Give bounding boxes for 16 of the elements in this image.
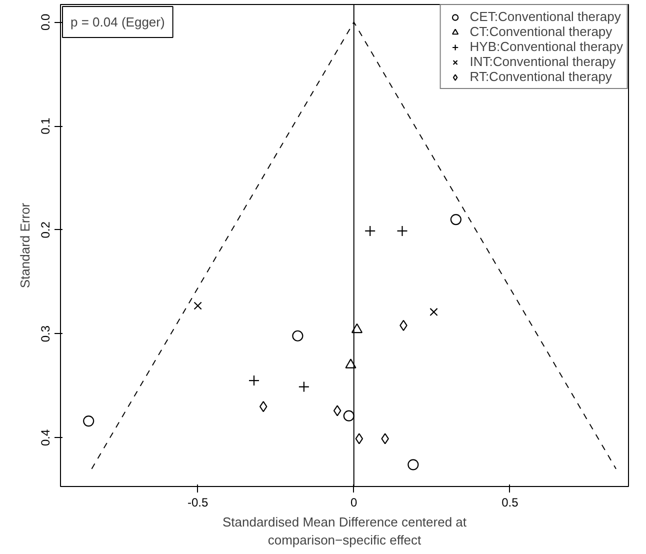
y-tick-label: 0.4 bbox=[38, 429, 52, 446]
annotation: p = 0.04 (Egger) bbox=[70, 14, 165, 30]
y-tick-label: 0.3 bbox=[38, 325, 52, 342]
y-tick-label: 0.2 bbox=[38, 221, 52, 238]
legend-label: HYB:Conventional therapy bbox=[470, 39, 623, 54]
x-tick-label: -0.5 bbox=[187, 496, 208, 510]
y-tick-label: 0.0 bbox=[38, 13, 52, 30]
y-axis-title: Standard Error bbox=[18, 202, 32, 288]
legend-label: CT:Conventional therapy bbox=[470, 24, 612, 39]
x-axis-title: Standardised Mean Difference centered at comparison−specific effect bbox=[222, 514, 467, 548]
x-tick-label: 0 bbox=[350, 496, 358, 510]
legend-label: INT:Conventional therapy bbox=[470, 54, 616, 69]
legend-label: CET:Conventional therapy bbox=[470, 9, 621, 24]
x-tick-label: 0.5 bbox=[502, 496, 519, 510]
y-tick-label: 0.1 bbox=[38, 117, 52, 134]
legend-label: RT:Conventional therapy bbox=[470, 69, 612, 84]
